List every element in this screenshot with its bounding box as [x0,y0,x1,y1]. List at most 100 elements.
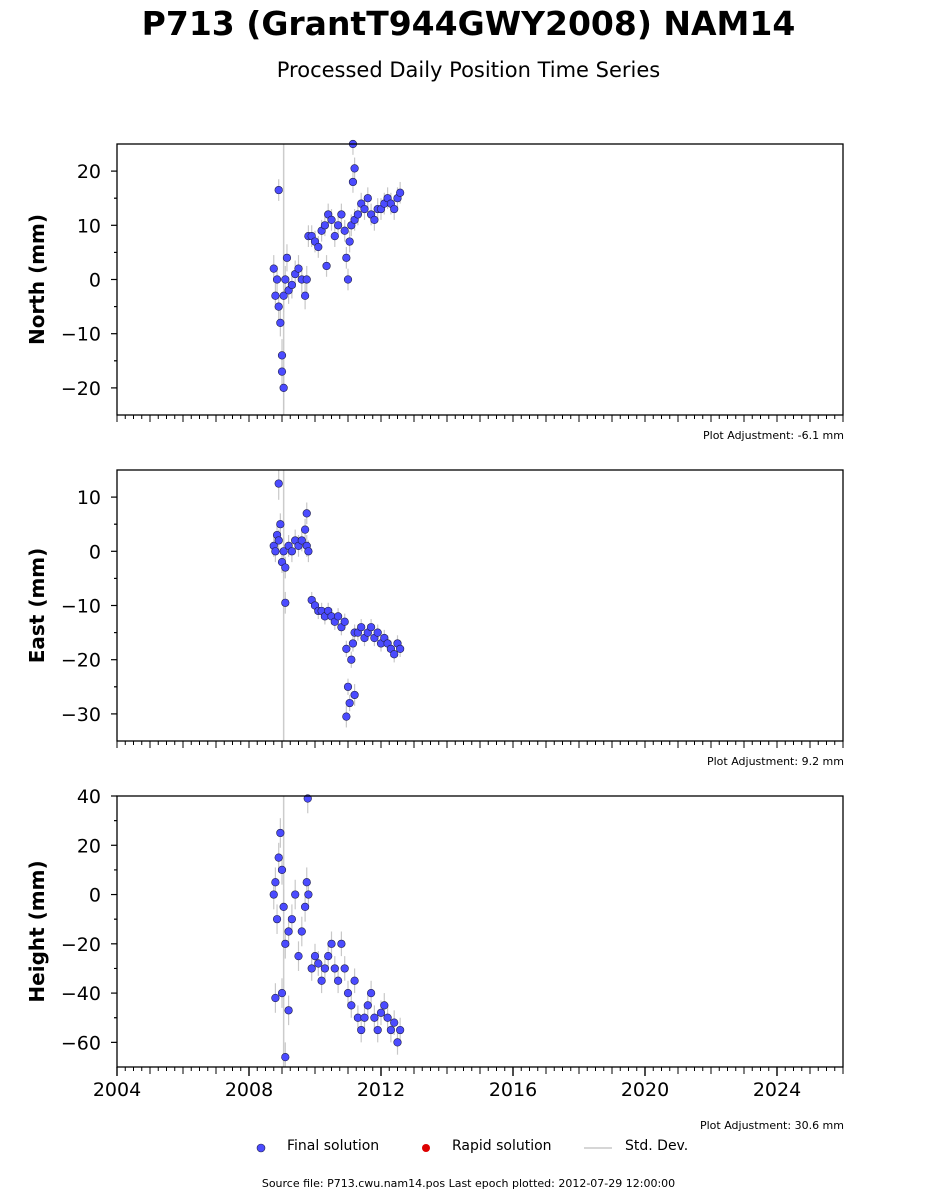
north-y-tick-label: −20 [61,378,101,400]
height-x-tick-label: 2012 [357,1079,405,1101]
east-data-point [297,536,306,545]
height-data-point [393,1038,402,1047]
east-y-tick-label: −30 [61,704,101,726]
height-data-point [297,927,306,936]
east-data-point [281,598,290,607]
height-data-point [307,964,316,973]
north-data-point [294,264,303,273]
north-data-point [281,275,290,284]
north-data-point [302,275,311,284]
height-x-tick-label: 2004 [93,1079,141,1101]
height-x-tick-label: 2008 [225,1079,273,1101]
north-data-point [271,291,280,300]
height-data-point [396,1025,405,1035]
height-data-point [284,1006,293,1015]
height-y-tick-label: 40 [77,786,101,808]
height-data-point [360,1013,369,1022]
rapid-solution-marker [422,1144,430,1152]
height-data-point [376,1008,386,1017]
east-data-point [287,547,297,556]
height-y-tick-label: −40 [61,983,101,1005]
north-data-point [353,210,363,219]
height-data-point [294,952,303,961]
height-data-point [272,915,282,924]
north-axes-frame [116,143,844,416]
height-data-point [380,1001,389,1010]
north-data-point [274,185,283,195]
north-data-point [334,221,343,230]
height-data-point [370,1013,379,1022]
chart-title: P713 (GrantT944GWY2008) NAM14 [141,4,796,43]
east-data-point [348,639,358,648]
north-data-point [330,232,339,241]
std-dev-marker [584,1147,612,1149]
height-x-tick-label: 2024 [753,1079,801,1101]
height-data-point [276,828,285,838]
height-y-axis-label: Height (mm) [25,860,49,1002]
height-data-point [320,964,330,973]
height-data-point [317,976,326,985]
height-axes-frame [116,795,844,1068]
east-data-point [396,644,405,653]
north-data-point [337,210,346,219]
east-data-point [342,712,351,721]
east-data-point [390,650,399,659]
height-data-point [304,890,313,899]
height-y-tick-label: −60 [61,1032,101,1054]
height-data-point [340,964,349,973]
height-data-point [281,939,290,948]
east-data-point [276,520,285,529]
height-data-point [277,865,287,875]
east-y-tick-label: −20 [61,650,101,672]
north-data-point [277,351,287,360]
height-data-point [314,959,323,968]
east-data-point [342,644,351,653]
source-file-note: Source file: P713.cwu.nam14.pos Last epo… [261,1177,676,1190]
east-y-tick-label: −10 [61,596,101,618]
north-data-point [277,367,287,376]
legend-std-label: Std. Dev. [625,1138,689,1154]
north-data-point [390,204,399,214]
chart-subtitle: Processed Daily Position Time Series [276,58,661,82]
north-y-tick-label: 20 [77,161,101,183]
east-data-point [274,479,283,488]
north-y-axis-label: North (mm) [25,214,49,345]
north-data-point [360,204,369,214]
height-data-point [284,927,293,936]
east-data-point [340,617,349,626]
north-plot-adjustment: Plot Adjustment: -6.1 mm [703,429,844,442]
height-data-point [363,1001,372,1010]
north-data-point [320,221,330,230]
east-data-point [302,509,311,518]
height-data-point [327,939,336,948]
height-panel: −60 −40 −20 0 20 40 2004 2008 2012 2016 2020 2024 He… [25,786,844,1101]
height-data-point [287,915,297,924]
north-data-point [345,237,354,246]
height-data-point [269,890,278,899]
legend-final-label: Final solution [287,1138,380,1154]
legend-rapid-label: Rapid solution [452,1138,552,1154]
east-data-point [350,690,359,700]
east-data-point [347,655,356,664]
east-data-point [274,536,283,545]
east-data-point [281,563,290,572]
height-data-point [301,902,310,911]
height-data-point [337,939,346,948]
east-data-point [345,698,354,708]
north-data-point [343,275,353,284]
final-solution-marker [256,1143,266,1153]
height-x-tick-label: 2020 [621,1079,669,1101]
height-data-point [350,976,359,985]
north-data-point [342,253,351,262]
north-data-point [282,253,292,262]
height-plot-adjustment: Plot Adjustment: 30.6 mm [699,1119,844,1132]
north-data-point [322,261,331,271]
height-data-point [271,878,280,887]
height-data-point [279,902,288,911]
east-panel: −30 −20 −10 0 10 East (mm) [25,469,844,748]
height-data-point [383,1013,392,1022]
north-data-point [274,302,283,311]
height-data-point [281,1053,290,1062]
north-data-point [363,194,372,203]
east-plot-adjustment: Plot Adjustment: 9.2 mm [706,755,844,768]
